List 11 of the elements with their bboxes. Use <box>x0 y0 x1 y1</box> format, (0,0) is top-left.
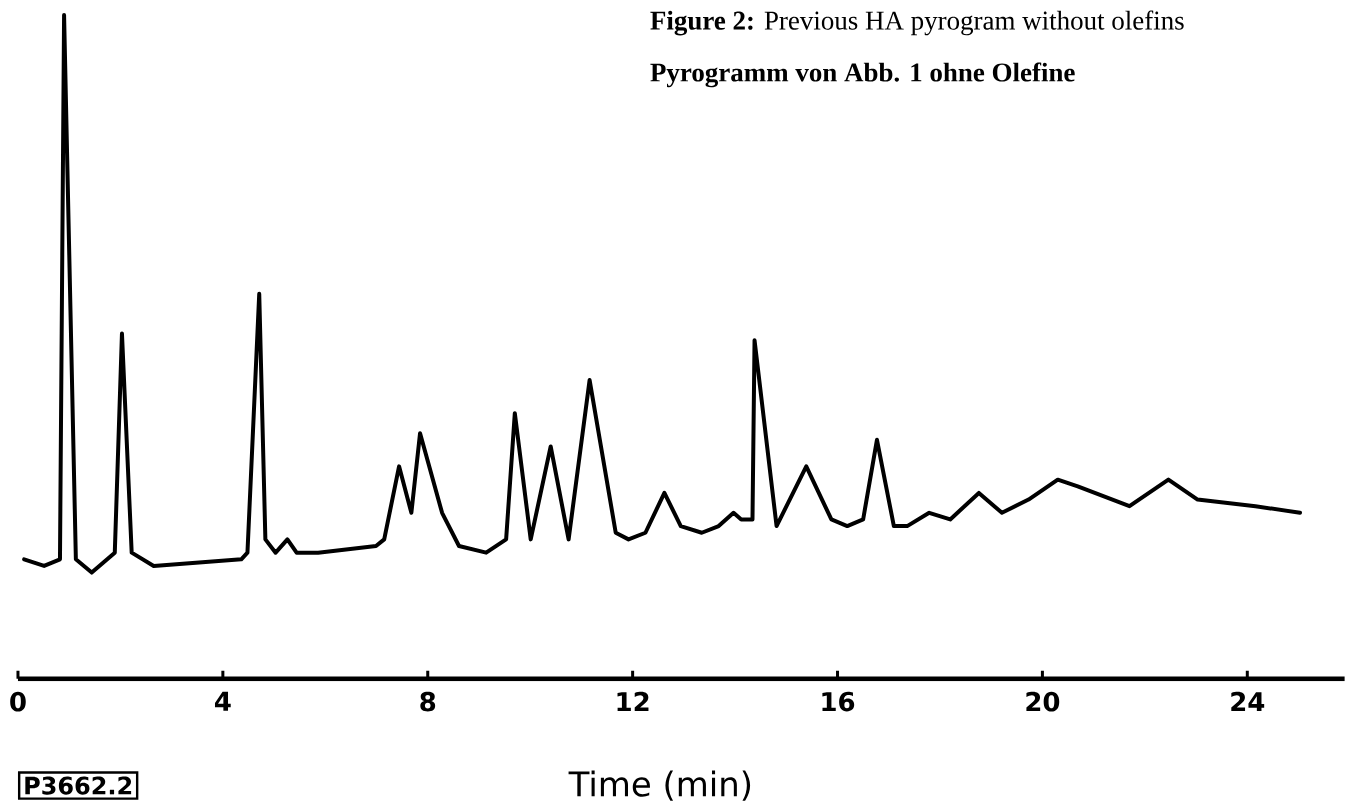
x-axis-title: Time (min) <box>568 770 751 801</box>
chart-title: Figure 2: Previous HA pyrogram without olefins <box>650 10 1184 36</box>
text: Pyrogramm von Abb. 1 ohne Olefine <box>650 62 1075 88</box>
x-tick-label: 20 <box>1026 691 1060 712</box>
text: P3662.2 <box>25 776 132 795</box>
x-tick-label: 8 <box>420 691 436 712</box>
x-tick-label: 24 <box>1231 691 1265 711</box>
x-tick-label: 16 <box>822 691 855 712</box>
x-tick-label: 0 <box>10 691 26 712</box>
x-tick-label: 4 <box>214 691 231 711</box>
x-tick-label: 12 <box>617 691 649 711</box>
